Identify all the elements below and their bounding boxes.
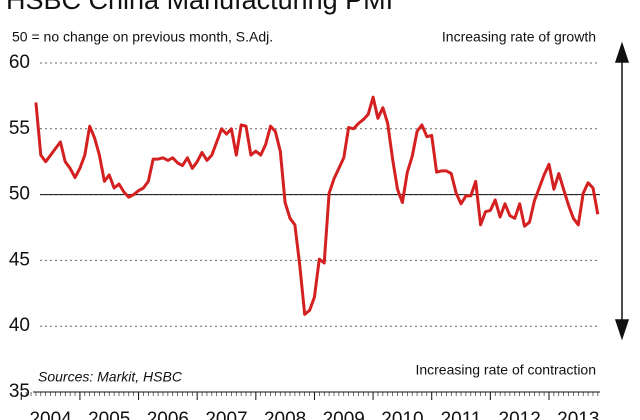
x-tick-label: 2013: [557, 409, 599, 420]
x-tick-label: 2005: [88, 409, 130, 420]
y-tick-label: 60: [9, 52, 30, 73]
data-line: [34, 95, 600, 316]
annotation: Increasing rate of growth: [442, 29, 596, 45]
x-tick-label: 2007: [205, 409, 247, 420]
subtitle: 50 = no change on previous month, S.Adj.: [12, 29, 273, 45]
arrow: [614, 41, 630, 341]
x-tick-label: 2010: [381, 409, 423, 420]
chart-title: HSBC China Manufacturing PMI: [6, 0, 393, 15]
y-tick-label: 50: [9, 184, 30, 205]
annotation: Increasing rate of contraction: [415, 362, 596, 378]
y-tick-label: 40: [9, 315, 30, 336]
x-tick-label: 2008: [264, 409, 306, 420]
source: Sources: Markit, HSBC: [38, 369, 183, 385]
y-tick-label: 55: [9, 118, 30, 139]
x-tick-label: 2004: [29, 409, 72, 420]
x-tick-label: 2006: [147, 409, 189, 420]
x-tick-label: 2011: [441, 409, 482, 420]
x-tick-label: 2012: [499, 409, 541, 420]
x-tick-label: 2009: [323, 409, 365, 420]
y-tick-label: 45: [9, 249, 30, 270]
y-tick-label: 35: [9, 381, 30, 402]
